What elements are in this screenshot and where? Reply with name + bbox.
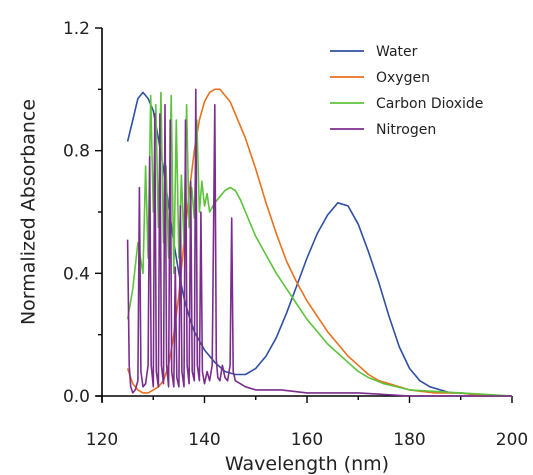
y-tick-label: 0.0 [63, 387, 90, 407]
legend-label-water: Water [376, 44, 418, 60]
x-axis-title: Wavelength (nm) [225, 453, 389, 475]
series-line-carbon-dioxide [126, 91, 513, 397]
series-layer [126, 88, 513, 397]
y-axis-title: Normalized Absorbance [18, 99, 40, 325]
x-tick-label: 200 [496, 430, 528, 450]
x-tick-label: 160 [291, 430, 323, 450]
legend-label-oxygen: Oxygen [376, 70, 430, 86]
series-line-nitrogen [126, 88, 512, 397]
y-tick-label: 1.2 [63, 19, 90, 39]
y-tick-label: 0.4 [63, 264, 90, 284]
y-tick-label: 0.8 [63, 142, 90, 162]
x-tick-label: 120 [86, 430, 118, 450]
legend-label-nitrogen: Nitrogen [376, 122, 436, 138]
legend: Water Oxygen Carbon Dioxide Nitrogen [330, 44, 483, 138]
x-tick-label: 180 [393, 430, 425, 450]
axes: 120 140 160 180 200 0.0 0.4 0.8 1.2 [63, 19, 528, 450]
x-tick-label: 140 [188, 430, 220, 450]
legend-label-carbon-dioxide: Carbon Dioxide [376, 96, 483, 112]
